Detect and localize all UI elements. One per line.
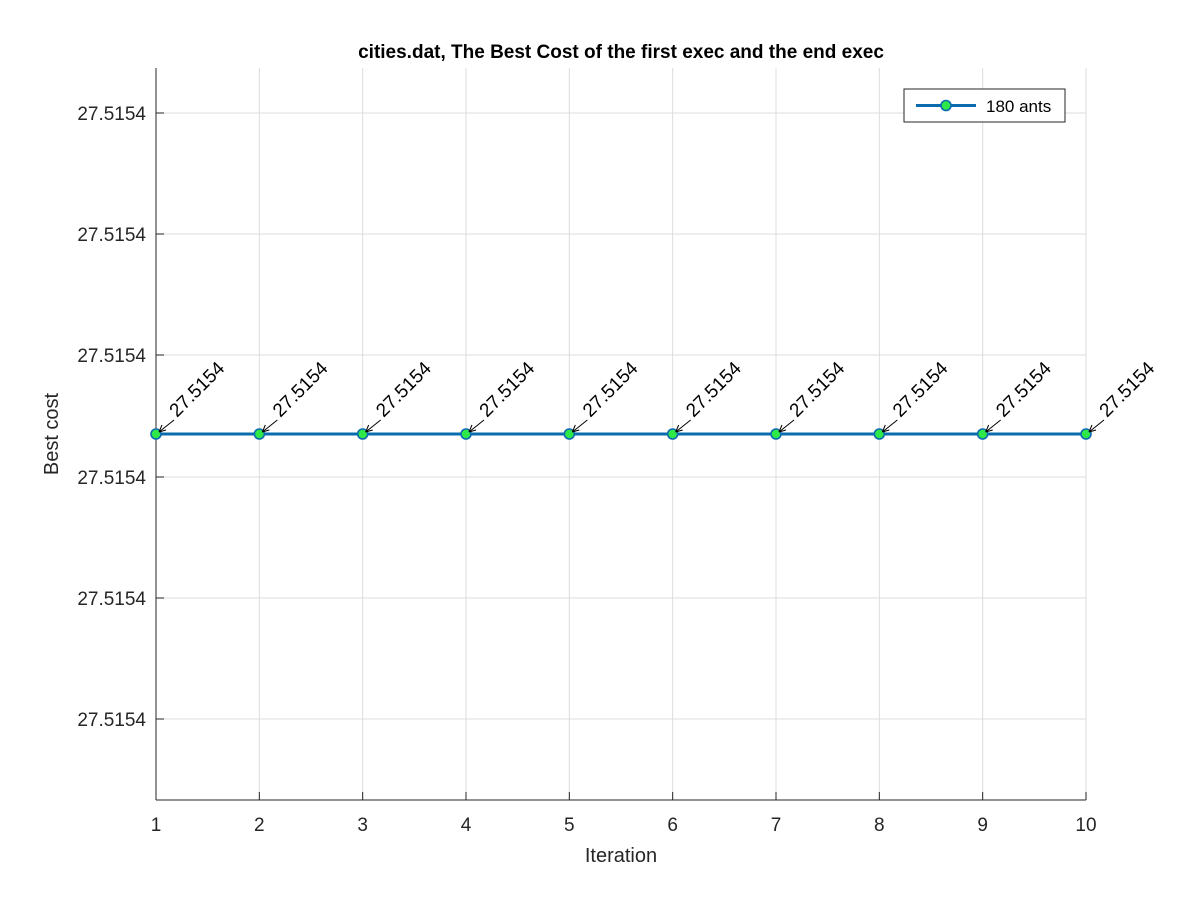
y-tick-label: 27.5154: [77, 104, 146, 125]
x-tick-label: 10: [1075, 815, 1096, 836]
y-ticks: 27.5154 27.5154 27.5154 27.5154 27.5154 27.51…: [77, 104, 164, 731]
annotation-arrow: [1088, 419, 1105, 433]
series-layer: [150, 428, 1092, 440]
annotation-arrowhead: [1088, 424, 1097, 433]
annotation-arrow: [985, 419, 1001, 433]
annotation-arrow: [572, 419, 588, 433]
x-tick-label: 8: [874, 815, 885, 836]
annotation-arrowhead: [675, 424, 683, 433]
annotation-arrow: [675, 419, 691, 433]
annotation-arrowhead: [571, 424, 580, 433]
annotation-arrow: [262, 419, 278, 433]
x-tick-label: 6: [667, 815, 678, 836]
data-point-marker: [150, 428, 162, 440]
y-tick-label: 27.5154: [77, 710, 146, 731]
y-tick-label: 27.5154: [77, 346, 146, 367]
chart-title: cities.dat, The Best Cost of the first e…: [358, 42, 884, 63]
legend-marker-sample: [940, 99, 952, 112]
x-tick-label: 7: [771, 815, 782, 836]
x-axis-label: Iteration: [585, 845, 657, 867]
data-point-marker: [253, 428, 266, 440]
x-tick-label: 9: [977, 815, 988, 836]
annotation-arrow: [778, 419, 795, 433]
annotation-arrowhead: [365, 424, 373, 433]
y-axis-label: Best cost: [41, 392, 63, 475]
x-tick-label: 1: [151, 815, 162, 836]
annotation-arrow: [158, 419, 175, 433]
legend-entry-label: 180 ants: [986, 97, 1051, 116]
y-tick-label: 27.5154: [77, 468, 146, 489]
y-tick-label: 27.5154: [77, 589, 146, 610]
annotation-arrowhead: [985, 424, 993, 433]
annotation-arrowhead: [158, 424, 167, 433]
annotation-arrowhead: [261, 424, 270, 433]
x-tick-label: 2: [254, 815, 265, 836]
x-tick-label: 3: [357, 815, 368, 836]
y-tick-label: 27.5154: [77, 225, 146, 246]
data-point-marker: [770, 428, 782, 440]
annotation-arrowhead: [468, 424, 477, 433]
annotation-arrow: [468, 419, 485, 433]
data-point-marker: [873, 428, 886, 440]
legend: 180 ants: [903, 88, 1066, 123]
data-point-marker: [460, 428, 472, 440]
x-tick-label: 5: [564, 815, 575, 836]
data-point-marker: [1080, 428, 1092, 440]
x-tick-label: 4: [461, 815, 472, 836]
data-point-marker: [976, 428, 989, 440]
annotation-arrow: [365, 419, 381, 433]
data-point-marker: [666, 428, 679, 440]
data-point-marker: [356, 428, 369, 440]
data-point-marker: [563, 428, 576, 440]
annotation-arrowhead: [881, 424, 890, 433]
annotation-arrow: [882, 419, 898, 433]
x-ticks: 1 2 3 4 5 6 7 8 9 10: [151, 792, 1097, 836]
annotation-arrowhead: [778, 424, 787, 433]
